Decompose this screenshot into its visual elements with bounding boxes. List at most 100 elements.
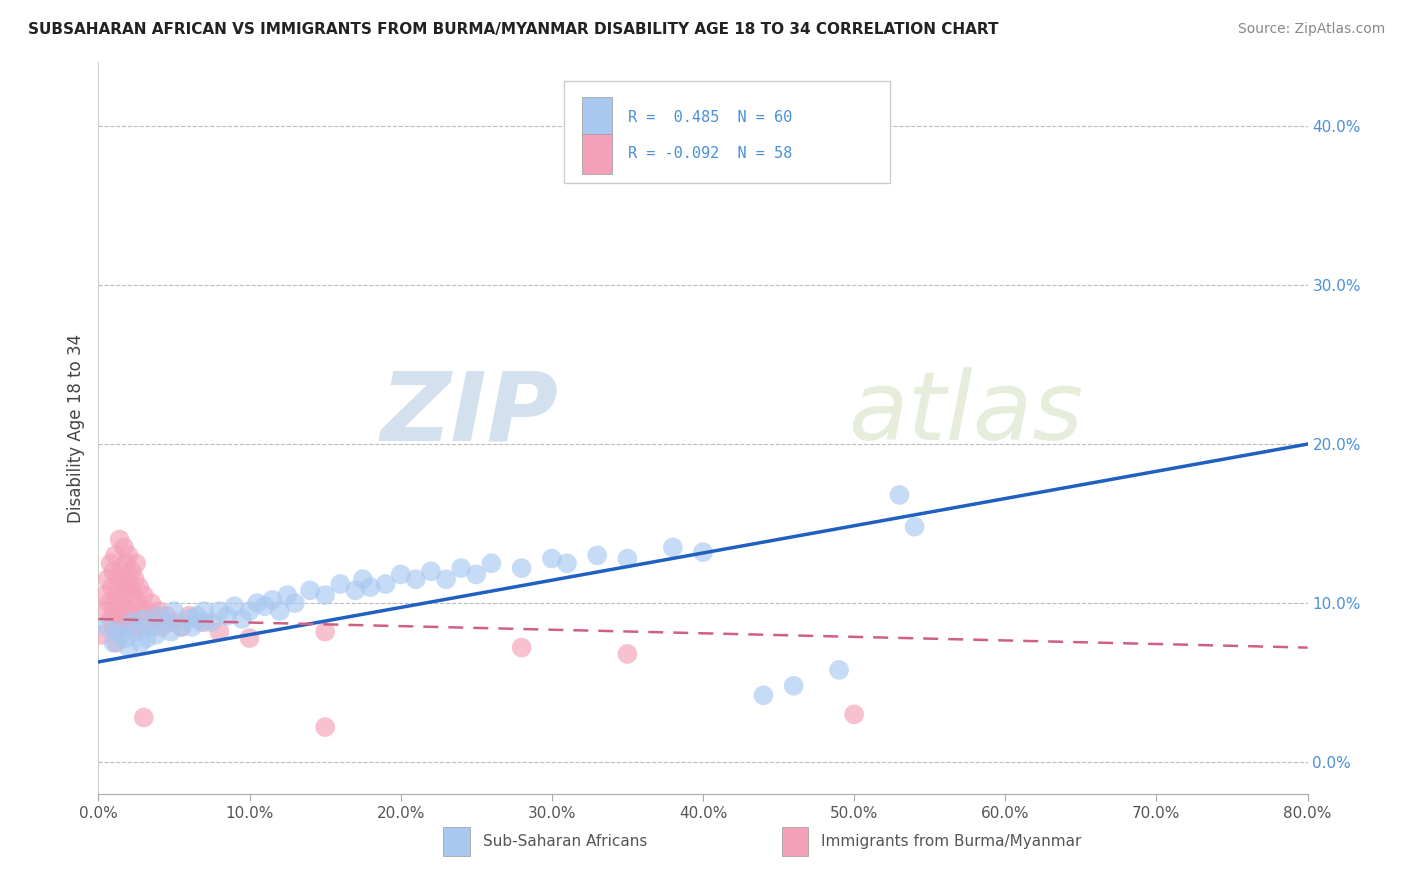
Point (253, 599, 276, 614)
Point (98, 596, 121, 610)
Point (122, 588, 145, 602)
Point (208, 624, 231, 639)
Point (586, 549, 609, 563)
Point (110, 628, 132, 642)
Bar (443, 827, 470, 856)
Text: Immigrants from Burma/Myanmar: Immigrants from Burma/Myanmar (821, 834, 1081, 849)
Point (661, 541, 683, 555)
Point (93, 588, 115, 602)
Bar (582, 134, 613, 174)
Point (94, 604, 117, 618)
Text: Source: ZipAtlas.com: Source: ZipAtlas.com (1237, 22, 1385, 37)
Point (129, 604, 152, 618)
Point (193, 615, 215, 629)
Point (105, 636, 128, 650)
Point (450, 561, 472, 575)
Point (231, 612, 253, 626)
Point (160, 624, 183, 639)
Point (420, 564, 443, 578)
Point (616, 647, 638, 661)
Point (215, 608, 238, 623)
Point (132, 620, 155, 634)
Point (128, 580, 150, 594)
Point (155, 615, 177, 629)
Point (121, 615, 143, 629)
Point (118, 604, 141, 618)
Point (125, 620, 148, 634)
Point (299, 583, 322, 598)
Point (108, 533, 131, 547)
Text: ZIP: ZIP (380, 367, 558, 460)
Point (114, 588, 136, 602)
Point (269, 604, 291, 618)
Point (105, 624, 128, 639)
FancyBboxPatch shape (564, 81, 890, 183)
Point (276, 588, 298, 602)
Point (90, 628, 112, 642)
Point (145, 628, 167, 642)
Point (111, 612, 134, 626)
Point (828, 663, 851, 677)
Point (510, 640, 533, 655)
Point (110, 596, 132, 610)
Point (124, 572, 146, 586)
Point (94, 620, 117, 634)
Point (103, 620, 125, 634)
Point (844, 707, 866, 722)
Point (374, 577, 396, 591)
Point (111, 580, 134, 594)
Point (135, 604, 157, 618)
Point (100, 612, 122, 626)
Point (181, 620, 204, 634)
Point (389, 567, 412, 582)
Point (155, 608, 177, 623)
Point (1327, 159, 1350, 173)
Point (179, 608, 201, 623)
Point (405, 572, 427, 586)
Point (555, 557, 578, 571)
Point (96, 572, 118, 586)
Point (141, 620, 163, 634)
Point (344, 583, 367, 598)
Point (434, 572, 457, 586)
Point (135, 631, 157, 645)
Point (284, 596, 307, 610)
Point (540, 551, 562, 566)
Point (179, 612, 201, 626)
Point (129, 636, 152, 650)
Point (510, 561, 533, 575)
Point (145, 612, 167, 626)
Point (108, 620, 131, 634)
Point (186, 608, 208, 623)
Point (224, 599, 246, 614)
Point (904, 520, 927, 534)
Point (239, 631, 262, 645)
Point (314, 588, 336, 602)
Point (150, 620, 173, 634)
Point (262, 593, 284, 607)
Point (107, 604, 129, 618)
Point (616, 551, 638, 566)
Text: atlas: atlas (848, 367, 1083, 460)
Text: SUBSAHARAN AFRICAN VS IMMIGRANTS FROM BURMA/MYANMAR DISABILITY AGE 18 TO 34 CORR: SUBSAHARAN AFRICAN VS IMMIGRANTS FROM BU… (28, 22, 998, 37)
Point (115, 620, 138, 634)
Point (105, 588, 128, 602)
Point (201, 615, 224, 629)
Point (141, 596, 163, 610)
Point (127, 596, 149, 610)
Point (104, 549, 127, 563)
Point (118, 640, 141, 655)
Point (314, 624, 336, 639)
Point (163, 615, 186, 629)
Point (148, 604, 170, 618)
Point (148, 608, 170, 623)
Point (352, 572, 374, 586)
Text: R = -0.092  N = 58: R = -0.092 N = 58 (628, 146, 793, 161)
Point (132, 588, 155, 602)
Point (132, 612, 155, 626)
Point (112, 541, 135, 555)
Point (170, 620, 193, 634)
Text: R =  0.485  N = 60: R = 0.485 N = 60 (628, 110, 793, 125)
Point (239, 604, 262, 618)
Point (103, 564, 125, 578)
